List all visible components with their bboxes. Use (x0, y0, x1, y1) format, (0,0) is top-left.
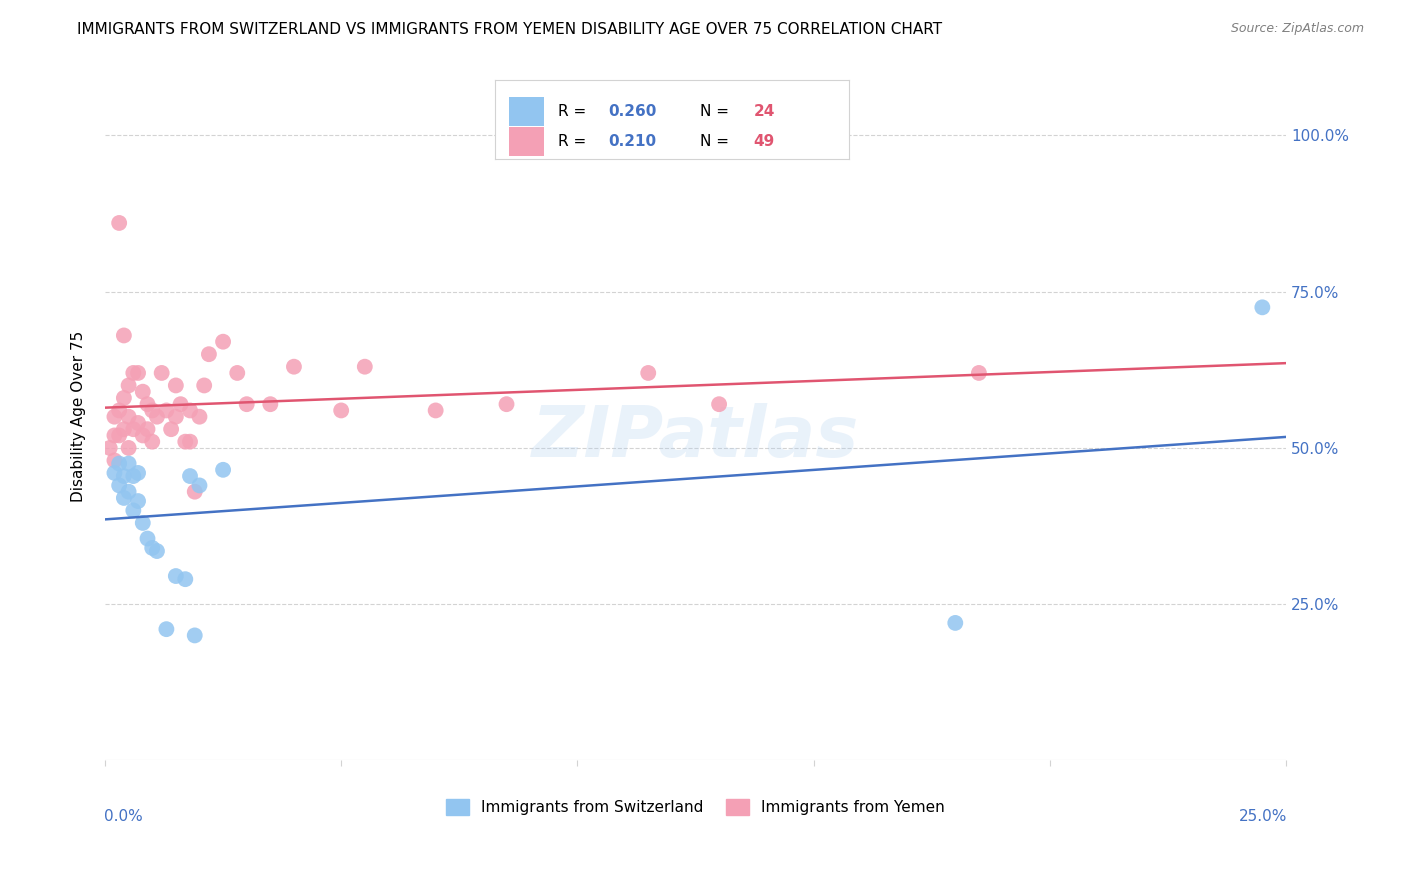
Point (212, 334, 235, 349)
Point (179, 469, 201, 483)
Point (160, 422, 183, 436)
Point (155, 403, 177, 417)
Point (169, 397, 191, 411)
Point (136, 422, 159, 436)
Point (146, 409, 169, 424)
Point (108, 403, 131, 417)
Point (127, 494, 149, 508)
Point (967, 366, 990, 380)
Point (112, 328, 135, 343)
Point (259, 397, 281, 411)
Point (165, 409, 187, 424)
Point (141, 434, 163, 449)
Text: 0.0%: 0.0% (104, 808, 142, 823)
Point (122, 366, 145, 380)
Point (943, 615, 966, 630)
Point (184, 628, 207, 642)
Point (117, 457, 139, 471)
Point (117, 378, 139, 392)
Point (174, 572, 197, 586)
Text: Source: ZipAtlas.com: Source: ZipAtlas.com (1230, 22, 1364, 36)
Point (198, 347, 221, 361)
Point (112, 422, 135, 436)
Point (235, 397, 257, 411)
Point (179, 434, 201, 449)
Point (98, 441, 121, 455)
Point (179, 403, 201, 417)
Point (188, 409, 211, 424)
Point (103, 409, 125, 424)
Point (103, 466, 125, 480)
Point (330, 403, 353, 417)
Y-axis label: Disability Age Over 75: Disability Age Over 75 (72, 331, 86, 502)
Point (184, 484, 207, 499)
Point (637, 366, 659, 380)
Point (495, 397, 517, 411)
Legend: Immigrants from Switzerland, Immigrants from Yemen: Immigrants from Switzerland, Immigrants … (440, 793, 952, 822)
Point (112, 391, 135, 405)
Point (155, 622, 177, 636)
Point (188, 478, 211, 492)
Point (112, 491, 135, 505)
Point (165, 569, 187, 583)
Point (112, 469, 135, 483)
Point (127, 366, 149, 380)
Point (132, 384, 155, 399)
Point (353, 359, 375, 374)
Point (150, 366, 173, 380)
Point (165, 378, 187, 392)
Point (132, 428, 155, 442)
Point (108, 478, 131, 492)
Point (122, 503, 145, 517)
Point (132, 516, 155, 530)
Point (117, 441, 139, 455)
Point (103, 428, 125, 442)
Point (141, 541, 163, 555)
Point (146, 544, 169, 558)
Point (127, 416, 149, 430)
Point (108, 457, 131, 471)
Point (226, 366, 249, 380)
Point (136, 397, 159, 411)
Point (174, 434, 197, 449)
Point (1251, 301, 1274, 315)
Point (283, 359, 305, 374)
Point (103, 453, 125, 467)
Point (136, 532, 159, 546)
Point (127, 466, 149, 480)
Point (108, 428, 131, 442)
Point (212, 463, 235, 477)
Point (122, 469, 145, 483)
Point (117, 409, 139, 424)
Point (108, 216, 131, 230)
Point (707, 397, 730, 411)
Point (425, 403, 447, 417)
Point (193, 378, 215, 392)
Text: 25.0%: 25.0% (1239, 808, 1286, 823)
Text: ZIPatlas: ZIPatlas (531, 403, 859, 472)
Point (122, 422, 145, 436)
Point (117, 484, 139, 499)
Text: IMMIGRANTS FROM SWITZERLAND VS IMMIGRANTS FROM YEMEN DISABILITY AGE OVER 75 CORR: IMMIGRANTS FROM SWITZERLAND VS IMMIGRANT… (77, 22, 942, 37)
Point (141, 403, 163, 417)
